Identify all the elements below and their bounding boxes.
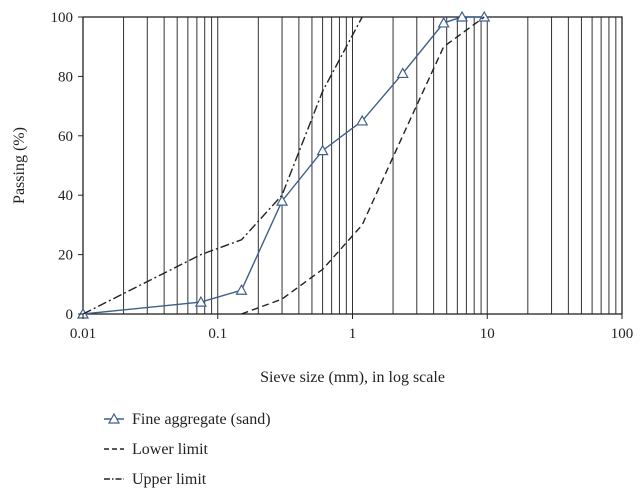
data-point [396, 67, 409, 79]
y-tick-label: 0 [66, 307, 74, 323]
legend-label: Upper limit [132, 471, 207, 488]
x-tick-label: 0.1 [208, 326, 227, 342]
data-point [194, 295, 207, 307]
x-tick-label: 100 [611, 326, 634, 342]
axis-ticks: 0.01 0.1 1 10 100 0 20 40 60 80 100 [51, 10, 634, 342]
series-line [82, 16, 363, 315]
data-point [437, 16, 450, 28]
y-tick-label: 20 [58, 248, 73, 264]
legend: Fine aggregate (sand) Lower limit Upper li… [104, 411, 271, 488]
y-axis-title: Passing (%) [11, 127, 28, 204]
data-point [276, 194, 289, 206]
x-axis-title: Sieve size (mm), in log scale [260, 369, 445, 386]
data-point [316, 144, 329, 156]
data-point [456, 10, 469, 22]
data-point [235, 284, 248, 295]
x-tick-label: 10 [480, 326, 495, 342]
data-point [356, 114, 369, 126]
y-tick-label: 40 [58, 188, 73, 204]
legend-label: Lower limit [132, 441, 209, 458]
y-tick-label: 100 [51, 10, 74, 26]
y-tick-label: 80 [58, 69, 73, 85]
vertical-gridlines [123, 17, 617, 314]
legend-label: Fine aggregate (sand) [132, 411, 271, 428]
x-tick-label: 0.01 [70, 326, 96, 342]
legend-marker [107, 412, 121, 424]
series-line [82, 16, 485, 315]
series-line [241, 16, 485, 315]
y-tick-label: 60 [58, 129, 73, 145]
series-layer [76, 10, 491, 319]
x-tick-label: 1 [349, 326, 357, 342]
